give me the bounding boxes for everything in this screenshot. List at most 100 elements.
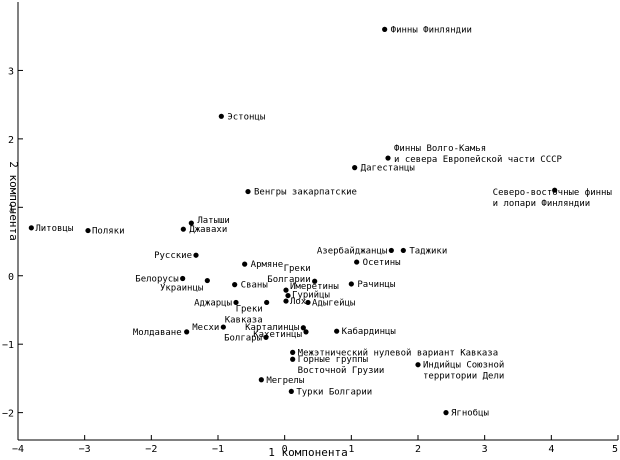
point-label-line1-31: Кабардинцы — [342, 326, 396, 337]
point-label-line1-2: Финны Волго-Камья — [394, 144, 486, 154]
point-label-line1-15: Белорусы — [135, 274, 178, 284]
data-point-32 — [290, 349, 296, 355]
point-label-32: Межэтнический нулевой вариант Кавказа — [298, 348, 498, 358]
point-label-12: Азербайджанцы — [317, 245, 387, 256]
point-label-line1-5: Северо-восточные финны — [493, 188, 612, 198]
axes — [17, 2, 618, 441]
data-point-3 — [352, 165, 358, 171]
point-label-6: Литовцы — [35, 224, 73, 234]
point-label-5: Северо-восточные финны и лопари Финляндии — [493, 188, 612, 209]
point-label-line1-34: Индийцы Союзной — [423, 361, 504, 371]
point-label-11: Армяне — [251, 260, 284, 270]
y-tick-label-3: 1 — [8, 203, 14, 214]
point-label-line1-30: Болгары — [224, 333, 262, 343]
data-point-28 — [300, 325, 306, 331]
point-label-3: Дагестанцы — [361, 164, 415, 174]
point-label-line1-29: Кахетинцы — [253, 330, 302, 340]
point-label-line1-21: Гурийцы — [292, 291, 330, 301]
point-label-line1-24: Лох — [290, 297, 307, 307]
data-point-13 — [400, 247, 406, 254]
point-label-line2-2: и севера Европейской части СССР — [394, 155, 563, 165]
data-point-29 — [303, 329, 309, 335]
y-tick-label-5: 3 — [8, 66, 14, 77]
data-point-5 — [552, 187, 558, 193]
point-label-line1-4: Венгры закарпатские — [254, 188, 357, 198]
point-label-line1-9: Джавахи — [189, 225, 227, 235]
data-point-15 — [180, 275, 186, 282]
point-label-37: Ягнобцы — [451, 408, 489, 419]
point-label-18: Греки Болгарии — [267, 264, 310, 285]
data-point-30 — [263, 334, 269, 340]
point-label-line1-32: Межэтнический нулевой вариант Кавказа — [298, 348, 498, 358]
point-label-line1-13: Таджики — [409, 246, 447, 256]
data-point-4 — [245, 188, 251, 195]
point-label-24: Лох — [290, 297, 307, 307]
point-label-0: Финны Финляндии — [391, 25, 472, 35]
point-label-line1-37: Ягнобцы — [451, 408, 489, 419]
x-tick-label-9: 5 — [612, 444, 618, 455]
data-point-21 — [285, 292, 291, 299]
point-label-21: Гурийцы — [292, 291, 330, 301]
point-label-line1-22: Аджарцы — [194, 298, 232, 308]
data-point-12 — [388, 247, 394, 254]
point-label-15: Белорусы — [135, 274, 178, 284]
x-tick-label-7: 3 — [482, 444, 488, 455]
data-point-7 — [85, 227, 91, 234]
data-point-34 — [415, 362, 421, 368]
point-label-23: Греки Кавказа — [225, 304, 263, 325]
point-label-1: Эстонцы — [227, 112, 265, 122]
y-tick-label-2: 0 — [8, 272, 14, 283]
point-label-17: Сваны — [241, 281, 268, 291]
x-tick-label-0: −4 — [12, 444, 24, 455]
point-label-31: Кабардинцы — [342, 326, 396, 337]
point-label-line1-23: Греки — [236, 304, 263, 314]
data-point-23 — [264, 299, 270, 306]
data-point-17 — [232, 282, 238, 288]
data-point-11 — [242, 261, 248, 267]
point-label-8: Латыши — [197, 216, 230, 226]
data-point-1 — [218, 113, 224, 119]
point-label-line1-17: Сваны — [241, 281, 268, 291]
point-label-25: Адыгейцы — [312, 298, 355, 308]
x-tick-label-6: 2 — [415, 444, 421, 455]
data-point-31 — [334, 328, 340, 334]
point-label-9: Джавахи — [189, 225, 227, 235]
point-label-line2-23: Кавказа — [225, 315, 263, 325]
x-tick-label-2: −2 — [145, 444, 157, 455]
point-label-line1-36: Турки Болгарии — [296, 387, 372, 397]
data-point-0 — [382, 26, 388, 32]
point-label-line1-16: Украинцы — [160, 284, 203, 294]
y-tick-label-1: −1 — [2, 340, 14, 351]
point-label-line1-14: Осетины — [363, 258, 401, 268]
point-label-line1-1: Эстонцы — [227, 112, 265, 122]
point-label-10: Русские — [154, 251, 192, 261]
point-label-26: Месхи — [192, 323, 219, 333]
point-label-line1-10: Русские — [154, 251, 192, 261]
data-point-10 — [193, 252, 199, 258]
x-tick-label-8: 4 — [548, 444, 554, 455]
point-label-4: Венгры закарпатские — [254, 188, 357, 198]
point-label-line2-5: и лопари Финляндии — [493, 199, 591, 209]
data-point-27 — [184, 329, 190, 335]
data-point-25 — [305, 299, 311, 306]
point-label-30: Болгары — [224, 333, 262, 343]
point-label-line1-26: Месхи — [192, 323, 219, 333]
data-point-18 — [312, 278, 318, 284]
x-axis-title: 1 компонента — [268, 446, 347, 459]
data-point-35 — [258, 377, 264, 383]
point-label-33: Горные группы Восточной Грузии — [298, 355, 385, 376]
point-label-28: Карталинцы — [245, 323, 299, 333]
point-label-line1-28: Карталинцы — [245, 323, 299, 333]
point-label-line1-8: Латыши — [197, 216, 230, 226]
ticks: −4 −3 −2 −1 0 1 2 3 4 5 −2 −1 0 1 2 3 — [2, 66, 619, 455]
data-point-19 — [348, 281, 354, 287]
point-label-line1-20: Имеретины — [290, 282, 339, 292]
y-axis-title: 2 компонента — [7, 161, 20, 240]
point-label-13: Таджики — [409, 246, 447, 256]
point-label-line1-11: Армяне — [251, 260, 284, 270]
point-label-line2-34: территории Дели — [423, 372, 504, 382]
x-tick-label-4: 0 — [282, 444, 288, 455]
data-point-6 — [28, 225, 34, 231]
